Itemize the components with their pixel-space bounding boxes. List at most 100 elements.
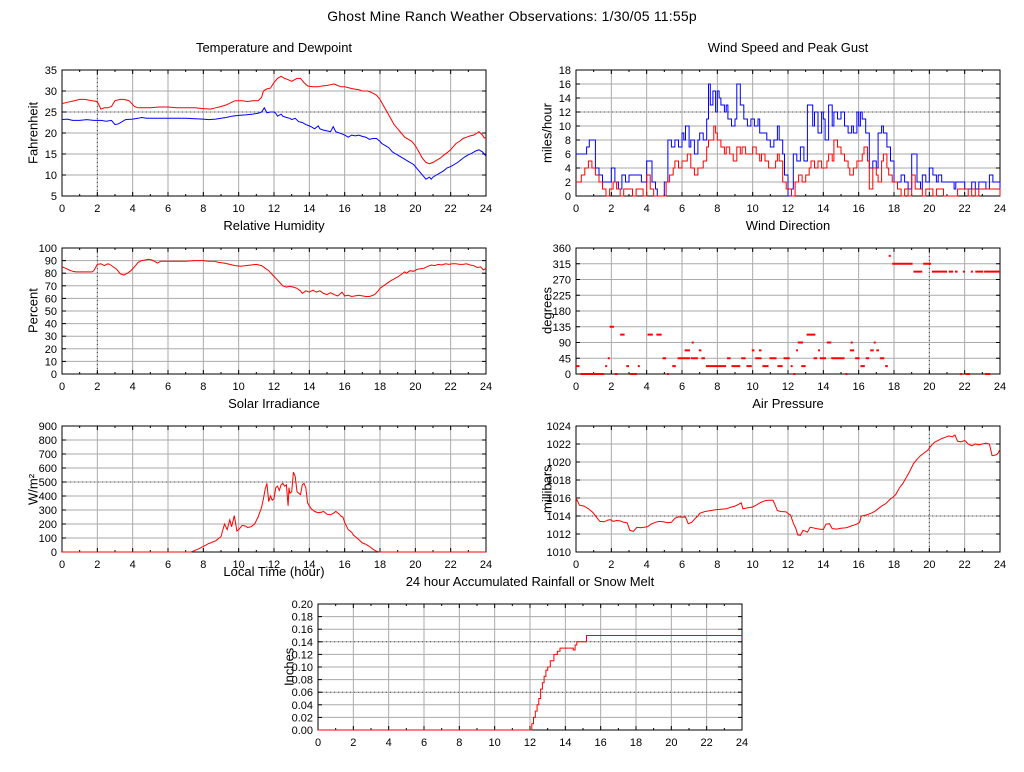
y-tick-label: 900	[39, 421, 57, 433]
y-tick-label: 1022	[547, 439, 571, 451]
y-tick-label: 0	[565, 369, 571, 381]
x-tick-label: 18	[888, 203, 900, 215]
plot-area-humidity: 0 2 4 6 8 10 12 14 16 18 20 22 240102030405060708090…	[39, 243, 492, 393]
x-tick-label: 0	[573, 559, 579, 571]
x-tick-label: 10	[747, 559, 759, 571]
y-tick-label: 6	[565, 149, 571, 161]
y-tick-label: 1010	[547, 547, 571, 559]
x-tick-label: 22	[959, 203, 971, 215]
x-tick-label: 20	[923, 381, 935, 393]
x-tick-label: 8	[200, 559, 206, 571]
chart-title-solar: Solar Irradiance	[228, 396, 320, 411]
x-tick-label: 10	[747, 203, 759, 215]
y-tick-label: 0.04	[292, 700, 313, 712]
y-tick-label: 0.14	[292, 637, 313, 649]
x-tick-label: 18	[374, 559, 386, 571]
x-tick-label: 8	[200, 203, 206, 215]
y-tick-label: 400	[39, 491, 57, 503]
chart-title-wind-speed: Wind Speed and Peak Gust	[707, 40, 869, 55]
chart-wind-direction: Wind Direction degrees 0 2 4 6 8 10 12 14 16 18 20…	[530, 216, 1022, 416]
x-tick-label: 16	[339, 203, 351, 215]
x-tick-label: 18	[888, 381, 900, 393]
y-tick-label: 0.12	[292, 649, 313, 661]
chart-solar-irradiance: Solar Irradiance W/m² 0 2 4 6 8 10 12 14 16 18 20 2…	[16, 394, 508, 594]
x-tick-label: 6	[421, 737, 427, 749]
x-tick-label: 18	[630, 737, 642, 749]
x-tick-label: 16	[853, 381, 865, 393]
x-tick-label: 2	[608, 559, 614, 571]
series-accumulated-rainfall	[318, 635, 742, 731]
x-tick-label: 16	[853, 559, 865, 571]
x-tick-label: 20	[409, 203, 421, 215]
y-tick-label: 800	[39, 435, 57, 447]
x-tick-label: 2	[94, 559, 100, 571]
y-tick-label: 1016	[547, 493, 571, 505]
x-tick-label: 0	[59, 559, 65, 571]
x-tick-label: 24	[994, 381, 1006, 393]
series-relative-humidity	[61, 258, 487, 298]
x-tick-label: 14	[817, 559, 829, 571]
y-tick-label: 90	[45, 256, 57, 268]
y-tick-label: 4	[565, 163, 571, 175]
y-tick-label: 225	[553, 290, 571, 302]
x-tick-label: 4	[644, 559, 650, 571]
x-tick-label: 4	[130, 559, 136, 571]
plot-area-wind-direction: 0 2 4 6 8 10 12 14 16 18 20 22 240459013518022527031…	[553, 243, 1006, 393]
x-tick-label: 14	[303, 203, 315, 215]
x-tick-label: 8	[714, 381, 720, 393]
x-tick-label: 10	[233, 559, 245, 571]
y-tick-label: 80	[45, 268, 57, 280]
x-tick-label: 20	[923, 203, 935, 215]
x-tick-label: 2	[94, 203, 100, 215]
x-tick-label: 16	[339, 381, 351, 393]
y-tick-label: 360	[553, 243, 571, 255]
x-tick-label: 8	[200, 381, 206, 393]
chart-title-humidity: Relative Humidity	[223, 218, 325, 233]
x-tick-label: 4	[644, 381, 650, 393]
x-tick-label: 20	[923, 559, 935, 571]
x-tick-label: 24	[480, 381, 492, 393]
y-tick-label: 1024	[547, 421, 571, 433]
plot-area-pressure: 0 2 4 6 8 10 12 14 16 18 20 22 241010101210141016101…	[547, 421, 1007, 571]
series-wind-speed	[576, 125, 1001, 197]
y-tick-label: 90	[559, 338, 571, 350]
series-solar-irradiance	[62, 472, 486, 553]
y-tick-label: 45	[559, 353, 571, 365]
x-tick-label: 12	[268, 203, 280, 215]
x-tick-label: 10	[747, 381, 759, 393]
y-tick-label: 1014	[547, 511, 571, 523]
y-tick-label: 2	[565, 177, 571, 189]
x-tick-label: 0	[59, 203, 65, 215]
x-tick-label: 6	[679, 381, 685, 393]
x-tick-label: 18	[374, 203, 386, 215]
x-tick-label: 4	[386, 737, 392, 749]
series-dewpoint	[61, 106, 487, 180]
x-tick-label: 14	[303, 381, 315, 393]
x-tick-label: 16	[853, 203, 865, 215]
y-tick-label: 1012	[547, 529, 571, 541]
y-tick-label: 0.16	[292, 624, 313, 636]
x-tick-label: 22	[445, 203, 457, 215]
y-tick-label: 0.08	[292, 675, 313, 687]
x-tick-label: 22	[959, 559, 971, 571]
x-tick-label: 14	[817, 381, 829, 393]
y-tick-label: 18	[559, 65, 571, 77]
series-temperature	[61, 75, 487, 165]
y-tick-label: 1020	[547, 457, 571, 469]
x-tick-label: 2	[608, 203, 614, 215]
x-tick-label: 0	[59, 381, 65, 393]
x-tick-label: 6	[165, 559, 171, 571]
x-tick-label: 16	[595, 737, 607, 749]
y-tick-label: 0	[565, 191, 571, 203]
x-tick-label: 14	[817, 203, 829, 215]
x-tick-label: 6	[679, 559, 685, 571]
x-tick-label: 12	[268, 559, 280, 571]
y-tick-label: 12	[559, 107, 571, 119]
y-tick-label: 315	[553, 259, 571, 271]
x-tick-label: 8	[456, 737, 462, 749]
x-tick-label: 22	[445, 559, 457, 571]
y-tick-label: 500	[39, 477, 57, 489]
x-tick-label: 0	[573, 203, 579, 215]
